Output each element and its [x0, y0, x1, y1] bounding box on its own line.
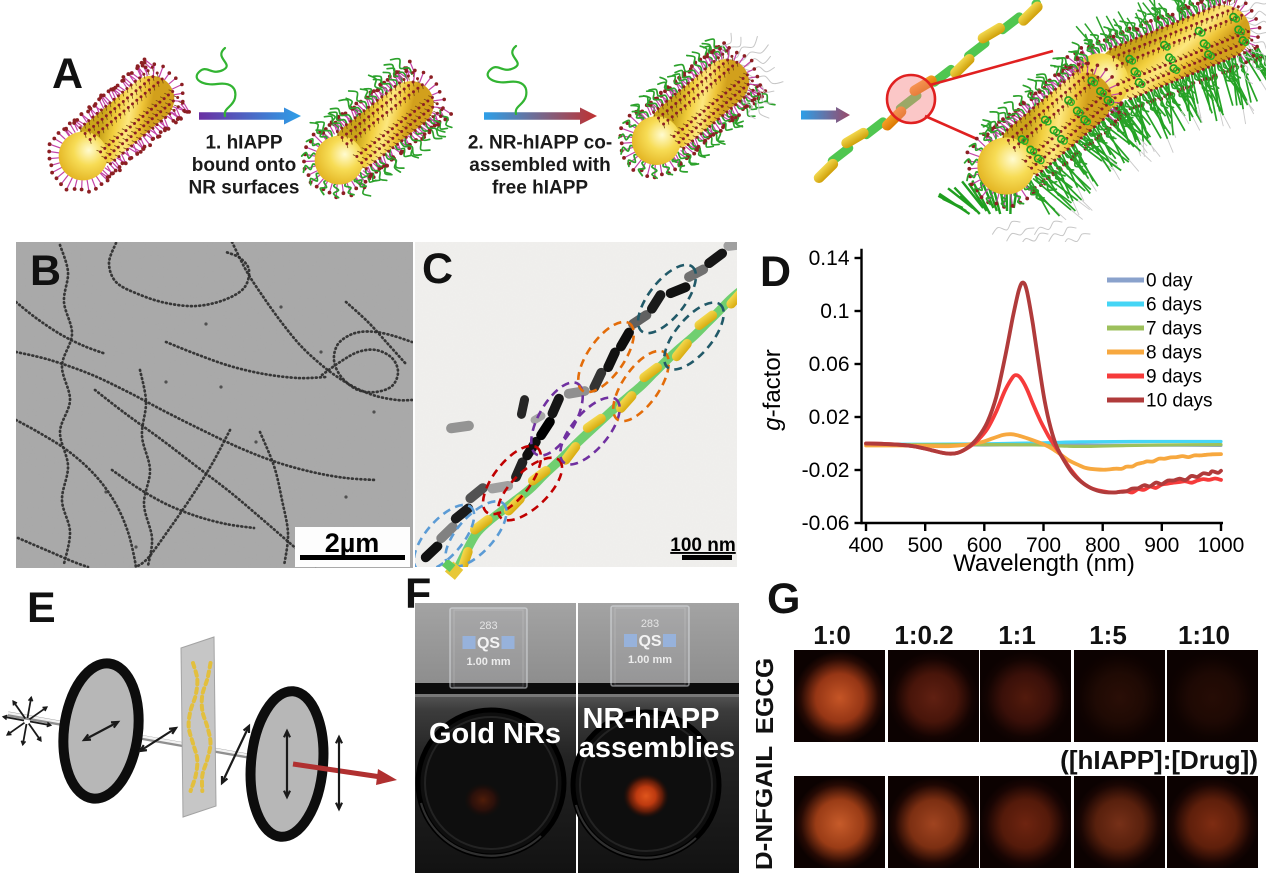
svg-text:0.14: 0.14: [809, 247, 850, 270]
svg-text:-0.06: -0.06: [802, 512, 850, 535]
svg-text:1:10: 1:10: [1178, 620, 1230, 650]
svg-text:2µm: 2µm: [325, 528, 380, 558]
svg-text:Gold NRs: Gold NRs: [429, 718, 561, 750]
svg-text:0 day: 0 day: [1146, 271, 1193, 292]
svg-text:assemblies: assemblies: [579, 732, 735, 764]
svg-text:2. NR-hIAPP co-: 2. NR-hIAPP co-: [468, 133, 612, 154]
svg-text:8 days: 8 days: [1146, 343, 1202, 364]
svg-text:400: 400: [848, 534, 883, 557]
svg-text:1.00 mm: 1.00 mm: [628, 654, 672, 666]
svg-text:600: 600: [967, 534, 1002, 557]
svg-text:1:1: 1:1: [998, 620, 1036, 650]
svg-text:1:0: 1:0: [813, 620, 851, 650]
svg-text:G: G: [767, 575, 800, 623]
svg-text:B: B: [30, 247, 61, 295]
svg-text:1000: 1000: [1198, 534, 1245, 557]
svg-text:C: C: [422, 245, 453, 293]
svg-text:g-factor: g-factor: [759, 349, 786, 430]
svg-text:500: 500: [908, 534, 943, 557]
svg-text:0.06: 0.06: [809, 353, 850, 376]
svg-text:1.00 mm: 1.00 mm: [466, 656, 510, 668]
svg-text:1. hIAPP: 1. hIAPP: [205, 133, 282, 154]
svg-text:9 days: 9 days: [1146, 367, 1202, 388]
svg-text:700: 700: [1026, 534, 1061, 557]
svg-text:0.1: 0.1: [820, 300, 849, 323]
svg-text:QS: QS: [477, 635, 500, 652]
svg-text:assembled with: assembled with: [469, 155, 611, 176]
svg-text:EGCG: EGCG: [756, 658, 779, 735]
svg-text:0.02: 0.02: [809, 406, 850, 429]
svg-text:QS: QS: [638, 633, 661, 650]
svg-text:-0.02: -0.02: [802, 459, 850, 482]
svg-text:900: 900: [1144, 534, 1179, 557]
svg-text:100 nm: 100 nm: [670, 535, 735, 556]
svg-text:bound onto: bound onto: [192, 155, 296, 176]
svg-text:E: E: [27, 584, 56, 632]
svg-text:free hIAPP: free hIAPP: [492, 178, 588, 199]
svg-text:283: 283: [641, 618, 659, 630]
svg-text:NR-hIAPP: NR-hIAPP: [583, 703, 720, 735]
svg-text:283: 283: [479, 620, 497, 632]
svg-text:Wavelength (nm): Wavelength (nm): [953, 550, 1135, 577]
svg-text:A: A: [52, 50, 83, 98]
svg-text:D-NFGAIL: D-NFGAIL: [756, 746, 778, 870]
svg-text:D: D: [760, 248, 791, 296]
svg-text:10 days: 10 days: [1146, 391, 1213, 412]
svg-text:800: 800: [1085, 534, 1120, 557]
svg-text:([hIAPP]:[Drug]): ([hIAPP]:[Drug]): [1060, 745, 1258, 775]
svg-text:1:0.2: 1:0.2: [894, 620, 953, 650]
svg-text:6 days: 6 days: [1146, 295, 1202, 316]
svg-text:1:5: 1:5: [1089, 620, 1127, 650]
svg-text:7 days: 7 days: [1146, 319, 1202, 340]
svg-text:NR surfaces: NR surfaces: [189, 178, 300, 199]
